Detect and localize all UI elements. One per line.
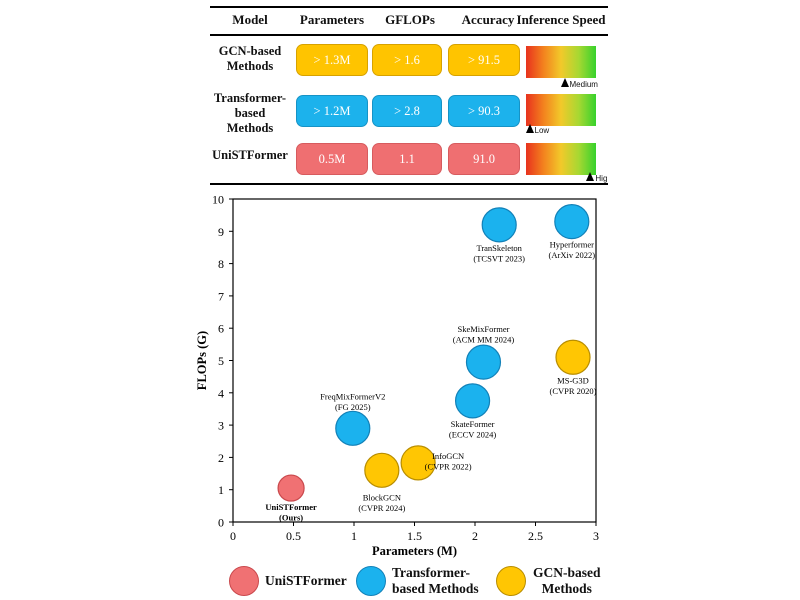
point-unistformer	[277, 474, 305, 502]
row-label-gcn: GCN-based Methods	[210, 44, 290, 74]
gcn-accuracy-pill: > 91.5	[448, 44, 520, 76]
legend-label-line: UniSTFormer	[265, 573, 347, 588]
point-label-unistformer: UniSTFormer	[265, 502, 317, 512]
x-tick-label: 3	[593, 529, 599, 543]
unistformer-accuracy-pill: 91.0	[448, 143, 520, 175]
y-tick-label: 10	[212, 193, 224, 207]
unistformer-params-pill: 0.5M	[296, 143, 368, 175]
x-axis-label: Parameters (M)	[372, 544, 457, 558]
point-label-blockgcn: (CVPR 2024)	[358, 503, 405, 513]
y-tick-label: 7	[218, 289, 224, 303]
table-bottom-rule	[210, 183, 608, 185]
legend-label-line: based Methods	[392, 581, 479, 596]
gcn-speed-gradient	[526, 46, 596, 78]
row-label-line: GCN-based	[218, 44, 282, 58]
point-label-skemixformer: SkeMixFormer	[457, 324, 509, 334]
comparison-table: Model Parameters GFLOPs Accuracy Inferen…	[210, 6, 608, 186]
point-label-infogcn: (CVPR 2022)	[425, 461, 472, 471]
gcn-params-pill: > 1.3M	[296, 44, 368, 76]
x-tick-label: 2	[472, 529, 478, 543]
point-label-ms-g3d: MS-G3D	[557, 375, 589, 385]
legend-marker-unistformer	[229, 566, 259, 596]
point-ms-g3d	[555, 339, 591, 375]
point-label-skateformer: (ECCV 2024)	[449, 429, 496, 439]
point-label-skemixformer: (ACM MM 2024)	[453, 335, 515, 345]
point-label-hyperformer: Hyperformer	[550, 240, 595, 250]
point-infogcn	[400, 445, 436, 481]
row-label-line: Transformer-	[213, 91, 287, 105]
unistformer-speed-label: High	[595, 174, 608, 183]
y-tick-label: 1	[218, 483, 224, 497]
y-tick-label: 0	[218, 516, 224, 530]
row-label-unistformer: UniSTFormer	[210, 148, 290, 163]
y-tick-label: 4	[218, 386, 224, 400]
y-tick-label: 6	[218, 322, 224, 336]
table-top-rule	[210, 6, 608, 8]
point-label-freqmixformerv2: (FG 2025)	[335, 402, 371, 412]
point-label-unistformer: (Ours)	[279, 513, 303, 523]
transformer-speed-gradient	[526, 94, 596, 126]
header-parameters: Parameters	[299, 12, 365, 27]
legend-label-unistformer: UniSTFormer	[265, 573, 347, 589]
legend-label-transformer: Transformer- based Methods	[392, 565, 479, 597]
unistformer-speed-gradient	[526, 143, 596, 175]
x-tick-label: 0	[230, 529, 236, 543]
y-tick-label: 3	[218, 419, 224, 433]
x-tick-label: 1.5	[407, 529, 422, 543]
x-tick-label: 1	[351, 529, 357, 543]
row-label-transformer: Transformer- based Methods	[210, 91, 290, 136]
transformer-speed-marker-icon	[525, 124, 534, 133]
y-axis-label: FLOPs (G)	[195, 331, 209, 390]
point-freqmixformerv2	[335, 410, 371, 446]
row-label-line: UniSTFormer	[212, 148, 288, 162]
transformer-accuracy-pill: > 90.3	[448, 95, 520, 127]
point-label-transkeleton: TranSkeleton	[476, 243, 522, 253]
row-label-line: based Methods	[226, 106, 274, 135]
point-blockgcn	[364, 452, 400, 488]
point-skateformer	[454, 383, 491, 419]
gcn-gflops-pill: > 1.6	[372, 44, 442, 76]
legend-label-line: GCN-based	[533, 565, 601, 580]
transformer-gflops-pill: > 2.8	[372, 95, 442, 127]
legend-label-line: Methods	[541, 581, 592, 596]
y-tick-label: 9	[218, 225, 224, 239]
point-transkeleton	[481, 207, 517, 243]
header-gflops: GFLOPs	[385, 12, 435, 27]
header-accuracy: Accuracy	[461, 12, 515, 27]
legend-label-line: Transformer-	[392, 565, 470, 580]
point-label-skateformer: SkateFormer	[451, 419, 495, 429]
unistformer-speed-marker-icon	[586, 172, 595, 181]
table-header-rule	[210, 34, 608, 36]
y-tick-label: 8	[218, 257, 224, 271]
legend-label-gcn: GCN-based Methods	[533, 565, 601, 597]
x-tick-label: 0.5	[286, 529, 301, 543]
transformer-params-pill: > 1.2M	[296, 95, 368, 127]
point-label-ms-g3d: (CVPR 2020)	[550, 386, 597, 396]
point-hyperformer	[554, 204, 590, 240]
point-label-hyperformer: (ArXiv 2022)	[549, 250, 596, 260]
point-label-blockgcn: BlockGCN	[363, 492, 401, 502]
legend-marker-gcn	[496, 566, 526, 596]
point-skemixformer	[465, 344, 502, 380]
legend-marker-transformer	[356, 566, 386, 596]
header-model: Model	[232, 12, 268, 27]
gcn-speed-marker-icon	[560, 78, 569, 87]
point-label-freqmixformerv2: FreqMixFormerV2	[320, 391, 385, 401]
header-inference-speed: Inference Speed	[516, 12, 606, 27]
unistformer-gflops-pill: 1.1	[372, 143, 442, 175]
gcn-speed-label: Medium	[569, 80, 598, 89]
transformer-speed-label: Low	[534, 126, 550, 135]
row-label-line: Methods	[226, 59, 274, 73]
x-tick-label: 2.5	[528, 529, 543, 543]
point-label-infogcn: InfoGCN	[432, 451, 464, 461]
point-label-transkeleton: (TCSVT 2023)	[473, 253, 525, 263]
y-tick-label: 5	[218, 354, 224, 368]
y-tick-label: 2	[218, 451, 224, 465]
